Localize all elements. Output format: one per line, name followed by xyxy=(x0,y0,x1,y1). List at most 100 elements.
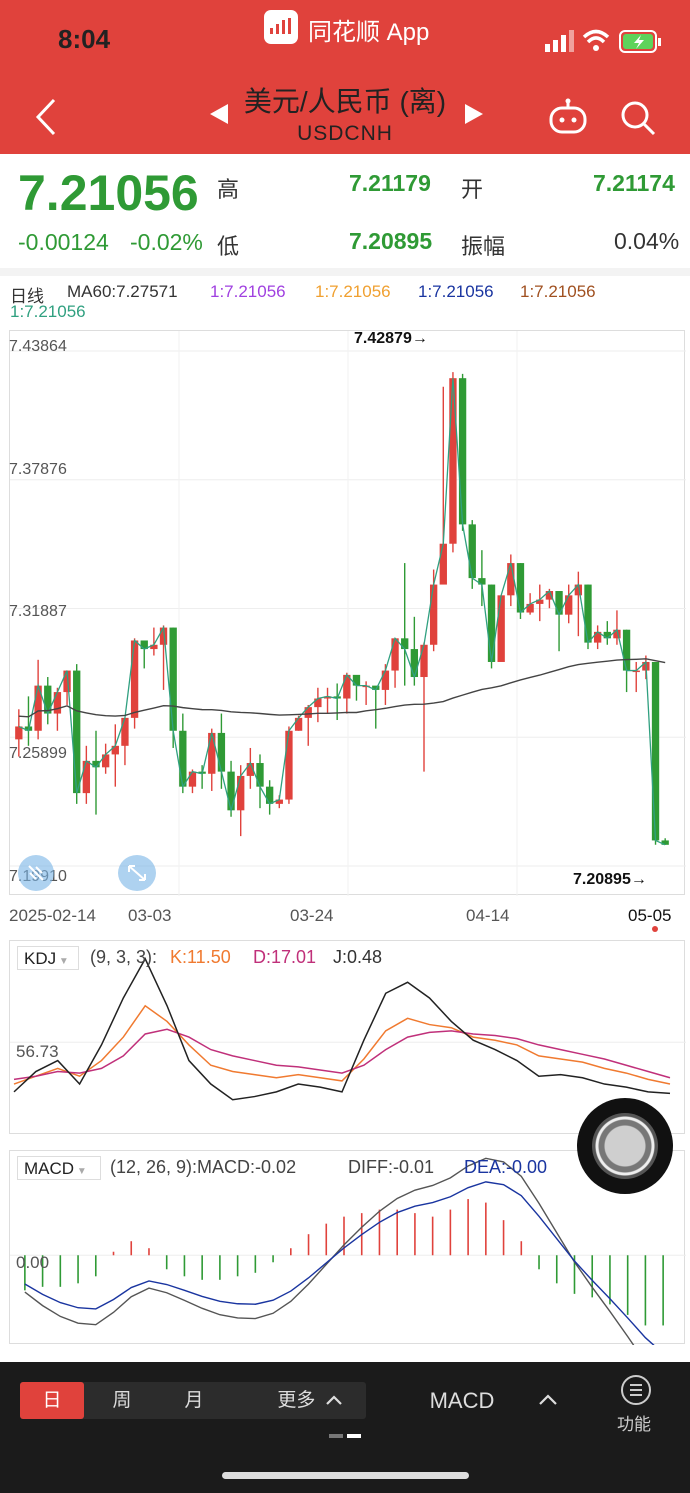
menu-icon[interactable] xyxy=(620,1374,652,1411)
more-periods-button[interactable]: 更多 xyxy=(262,1382,358,1419)
tab-day[interactable]: 日 xyxy=(20,1382,84,1419)
x-label-5: 05-05 xyxy=(628,906,672,925)
kdj-d-line xyxy=(13,1028,671,1081)
expand-icon[interactable] xyxy=(118,855,156,891)
candle-body xyxy=(111,745,119,755)
robot-assistant-icon[interactable] xyxy=(548,98,588,134)
macd-diff-line xyxy=(24,1157,635,1345)
x-label-4: 04-14 xyxy=(466,906,510,925)
indicator-chevron-up-icon[interactable] xyxy=(538,1392,558,1411)
candle-body xyxy=(92,760,100,768)
candle-body xyxy=(410,649,419,678)
macd-dea-line xyxy=(24,1181,655,1345)
kdj-j-line xyxy=(13,957,671,1101)
ma-line-2: 1:7.21056 xyxy=(315,282,391,301)
kdj-chart[interactable] xyxy=(9,940,686,1134)
macd-chart[interactable] xyxy=(9,1150,686,1345)
candle-body xyxy=(429,584,438,645)
close-line xyxy=(18,378,666,846)
indicator-selector[interactable]: MACD xyxy=(429,1388,495,1413)
search-icon[interactable] xyxy=(618,98,658,138)
macd-dea: DEA:-0.00 xyxy=(464,1157,548,1177)
candle-body xyxy=(584,584,592,643)
candle-body xyxy=(73,670,81,794)
ma-line-1: 1:7.21056 xyxy=(210,282,286,301)
high-label: 高 xyxy=(217,177,240,202)
amplitude-value: 0.04% xyxy=(614,228,680,254)
page-title: 美元/人民币 (离) xyxy=(243,86,447,117)
next-symbol-button[interactable] xyxy=(465,104,483,124)
candle-body xyxy=(468,524,476,579)
macd-selector[interactable]: MACD ▼ xyxy=(17,1156,101,1180)
candle-body xyxy=(294,717,303,731)
max-price-marker: 7.42879→ xyxy=(354,330,428,347)
candle-body xyxy=(651,661,660,841)
dropdown-icon: ▼ xyxy=(74,1166,87,1177)
candle-body xyxy=(159,627,168,645)
candle-body xyxy=(536,599,544,604)
open-value: 7.21174 xyxy=(593,170,675,196)
status-time: 8:04 xyxy=(58,24,111,54)
page-indicator-1 xyxy=(329,1434,343,1438)
candle-body xyxy=(246,763,255,776)
y-label-3: 7.31887 xyxy=(9,603,67,620)
kdj-level: 56.73 xyxy=(16,1042,59,1061)
candle-body xyxy=(555,591,563,615)
kdj-selector[interactable]: KDJ ▼ xyxy=(17,946,79,970)
candle-body xyxy=(343,674,351,699)
x-label-3: 03-24 xyxy=(290,906,334,925)
candle-body xyxy=(63,670,71,693)
candle-body xyxy=(497,595,505,662)
candle-body xyxy=(603,631,611,639)
candle-body xyxy=(420,644,428,678)
candle-body xyxy=(140,640,148,650)
kdj-j: J:0.48 xyxy=(333,947,383,967)
collapse-icon[interactable] xyxy=(18,855,54,891)
candle-body xyxy=(516,563,525,613)
candle-body xyxy=(574,584,583,596)
page-indicator-2 xyxy=(347,1434,361,1438)
macd-params: (12, 26, 9):MACD:-0.02 xyxy=(110,1157,297,1177)
candle-body xyxy=(265,786,274,804)
kline-chart[interactable] xyxy=(9,330,686,896)
macd-level: 0.00 xyxy=(16,1253,50,1272)
candle-body xyxy=(381,670,390,690)
battery-icon xyxy=(619,30,663,59)
y-label-4: 7.25899 xyxy=(9,745,67,762)
back-button[interactable] xyxy=(30,92,64,142)
amplitude-label: 振幅 xyxy=(461,234,506,259)
app-header xyxy=(0,0,690,154)
candle-body xyxy=(169,627,177,731)
candle-body xyxy=(34,685,42,731)
ma-line-5: 1:7.21056 xyxy=(10,302,86,321)
high-value: 7.21179 xyxy=(349,170,431,196)
candle-body xyxy=(150,644,158,650)
kdj-k-line xyxy=(13,1004,671,1085)
candle-body xyxy=(362,685,370,688)
candle-body xyxy=(179,730,187,787)
x-label-1: 2025-02-14 xyxy=(9,906,96,925)
app-name: 同花顺 App xyxy=(308,19,430,46)
symbol-code: USDCNH xyxy=(297,122,393,145)
tab-month[interactable]: 月 xyxy=(184,1390,204,1411)
function-label[interactable]: 功能 xyxy=(617,1415,651,1434)
open-label: 开 xyxy=(461,177,484,202)
min-price-marker: 7.20895→ xyxy=(573,871,647,888)
chevron-up-icon xyxy=(325,1382,343,1419)
kdj-d: D:17.01 xyxy=(253,947,317,967)
last-price: 7.21056 xyxy=(18,165,199,221)
dropdown-icon: ▼ xyxy=(56,956,69,967)
prev-symbol-button[interactable] xyxy=(210,104,228,124)
kdj-svg xyxy=(10,957,686,1101)
home-indicator xyxy=(222,1472,469,1479)
candle-body xyxy=(632,670,640,673)
ma-line-4: 1:7.21056 xyxy=(520,282,596,301)
more-label: 更多 xyxy=(277,1390,316,1411)
kdj-k: K:11.50 xyxy=(170,947,231,967)
candle-body xyxy=(487,584,496,662)
candle-body xyxy=(82,760,91,794)
tab-week[interactable]: 周 xyxy=(112,1390,132,1411)
candle-body xyxy=(121,717,129,746)
candle-body xyxy=(478,578,486,585)
candle-body xyxy=(256,763,264,787)
